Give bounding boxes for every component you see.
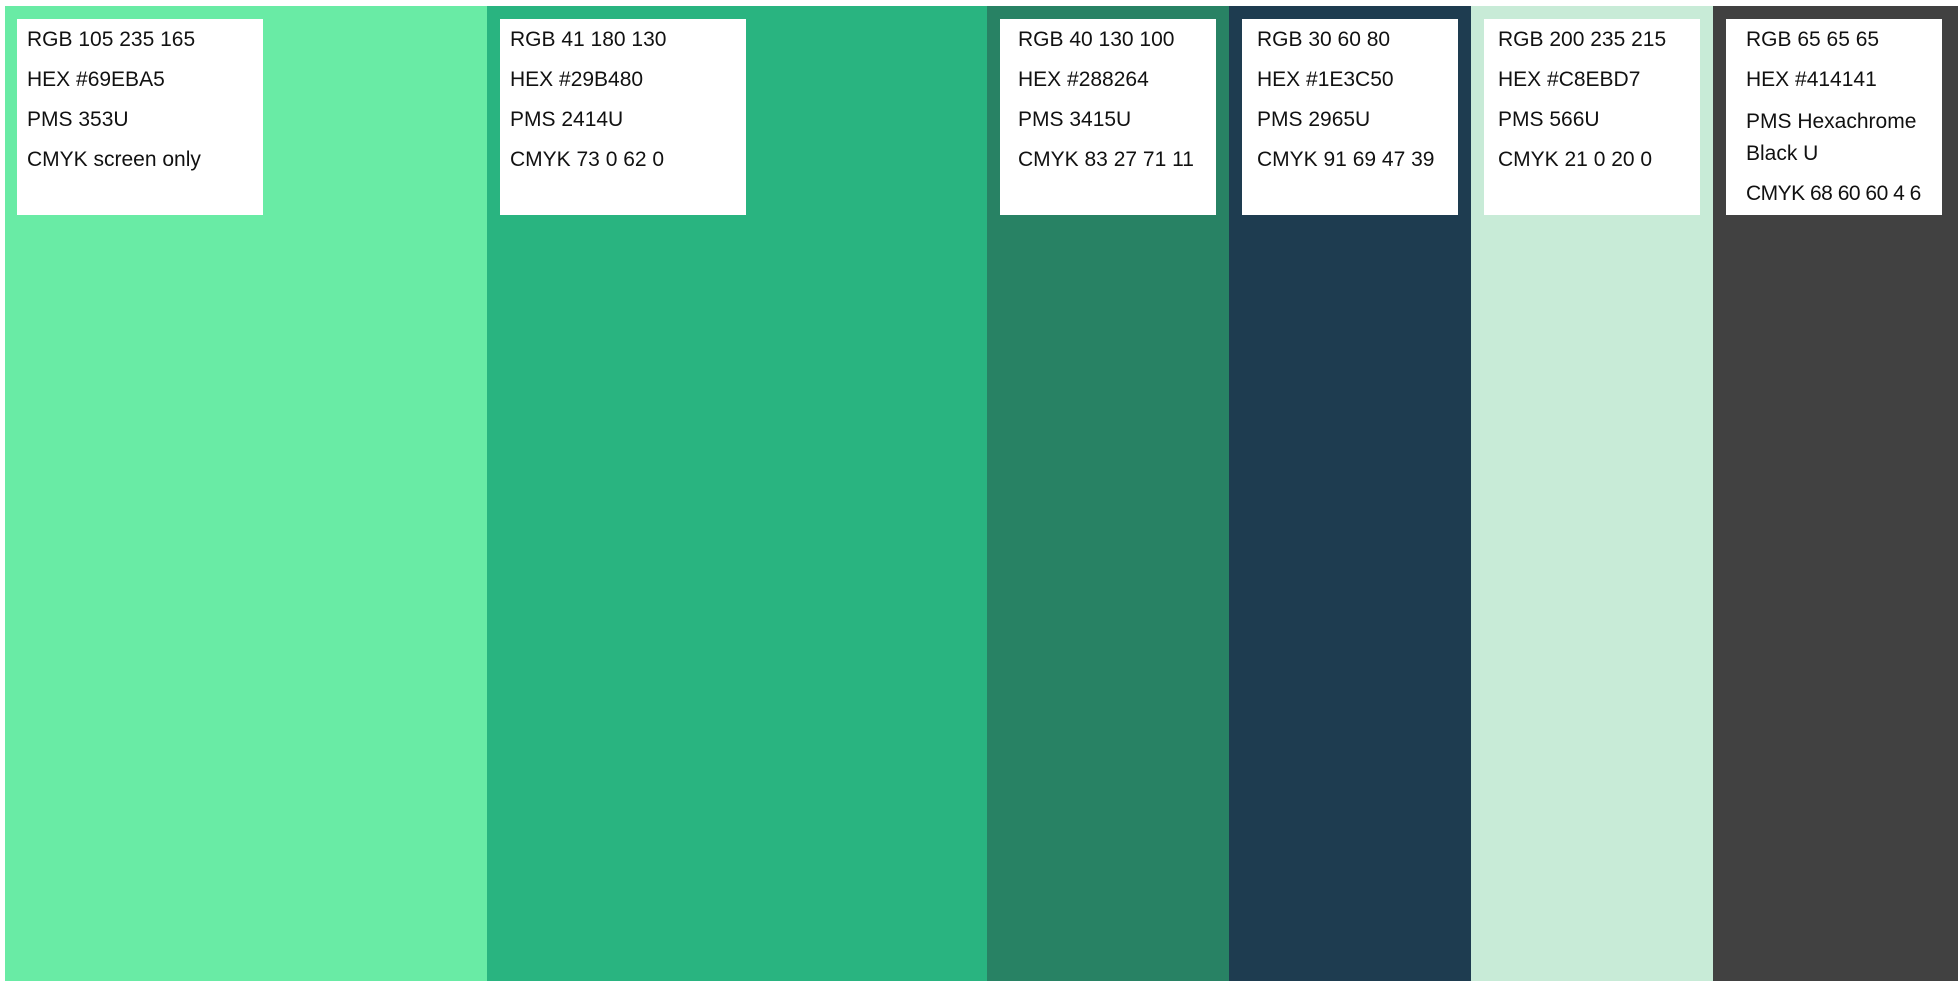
color-swatch-pale-green: RGB 200 235 215 HEX #C8EBD7 PMS 566U CMY… (1471, 6, 1713, 981)
hex-value: HEX #1E3C50 (1257, 68, 1394, 91)
hex-value: HEX #C8EBD7 (1498, 68, 1641, 91)
swatch-label-card: RGB 30 60 80 HEX #1E3C50 PMS 2965U CMYK … (1242, 19, 1458, 215)
rgb-value: RGB 30 60 80 (1257, 28, 1391, 51)
swatch-label-card: RGB 40 130 100 HEX #288264 PMS 3415U CMY… (1000, 19, 1216, 215)
cmyk-value: CMYK 91 69 47 39 (1257, 148, 1435, 171)
color-swatch-mint-green: RGB 105 235 165 HEX #69EBA5 PMS 353U CMY… (5, 6, 487, 981)
cmyk-value: CMYK 83 27 71 11 (1018, 148, 1194, 171)
swatch-label-card: RGB 200 235 215 HEX #C8EBD7 PMS 566U CMY… (1484, 19, 1700, 215)
color-swatch-navy: RGB 30 60 80 HEX #1E3C50 PMS 2965U CMYK … (1229, 6, 1471, 981)
cmyk-value: CMYK 21 0 20 0 (1498, 148, 1653, 171)
pms-value: PMS 2414U (510, 108, 624, 131)
pms-value: PMS 3415U (1018, 108, 1132, 131)
color-swatch-dark-green: RGB 40 130 100 HEX #288264 PMS 3415U CMY… (987, 6, 1229, 981)
pms-value: PMS 566U (1498, 108, 1600, 131)
rgb-value: RGB 65 65 65 (1746, 28, 1880, 51)
color-swatch-charcoal: RGB 65 65 65 HEX #414141 PMS Hexachrome … (1713, 6, 1958, 981)
cmyk-value: CMYK screen only (27, 148, 201, 171)
cmyk-value: CMYK 68 60 60 4 6 (1746, 182, 1921, 205)
rgb-value: RGB 105 235 165 (27, 28, 196, 51)
pms-value: PMS 2965U (1257, 108, 1371, 131)
hex-value: HEX #29B480 (510, 68, 644, 91)
rgb-value: RGB 41 180 130 (510, 28, 667, 51)
pms-value: PMS 353U (27, 108, 129, 131)
swatch-label-card: RGB 65 65 65 HEX #414141 PMS Hexachrome … (1726, 19, 1942, 215)
cmyk-value: CMYK 73 0 62 0 (510, 148, 665, 171)
pms-value: PMS Hexachrome Black U (1746, 110, 1917, 165)
swatch-label-card: RGB 41 180 130 HEX #29B480 PMS 2414U CMY… (500, 19, 746, 215)
rgb-value: RGB 200 235 215 (1498, 28, 1667, 51)
swatch-label-card: RGB 105 235 165 HEX #69EBA5 PMS 353U CMY… (17, 19, 263, 215)
color-palette: RGB 105 235 165 HEX #69EBA5 PMS 353U CMY… (5, 6, 1958, 981)
rgb-value: RGB 40 130 100 (1018, 28, 1175, 51)
hex-value: HEX #69EBA5 (27, 68, 165, 91)
hex-value: HEX #414141 (1746, 68, 1877, 91)
color-swatch-green: RGB 41 180 130 HEX #29B480 PMS 2414U CMY… (487, 6, 987, 981)
hex-value: HEX #288264 (1018, 68, 1149, 91)
